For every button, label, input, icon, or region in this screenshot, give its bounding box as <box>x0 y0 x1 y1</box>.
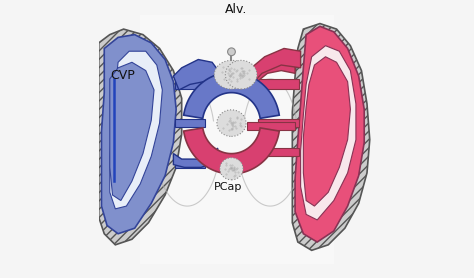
Polygon shape <box>295 26 364 242</box>
Polygon shape <box>183 72 279 118</box>
Polygon shape <box>251 57 295 85</box>
Polygon shape <box>257 148 299 156</box>
Text: CVP: CVP <box>110 69 135 82</box>
Polygon shape <box>175 160 205 168</box>
Polygon shape <box>175 119 205 127</box>
Text: PCap: PCap <box>213 182 242 192</box>
Polygon shape <box>110 51 162 209</box>
Polygon shape <box>292 24 370 250</box>
Polygon shape <box>257 80 299 90</box>
Polygon shape <box>173 59 220 90</box>
Circle shape <box>228 48 235 56</box>
Polygon shape <box>257 119 299 127</box>
Polygon shape <box>246 48 301 90</box>
Ellipse shape <box>214 60 249 89</box>
Ellipse shape <box>225 60 257 89</box>
Ellipse shape <box>217 110 246 136</box>
Polygon shape <box>101 35 176 234</box>
Polygon shape <box>140 15 334 264</box>
Ellipse shape <box>220 158 243 180</box>
Polygon shape <box>175 80 205 89</box>
Polygon shape <box>99 29 182 245</box>
Polygon shape <box>110 62 154 200</box>
Polygon shape <box>303 57 350 206</box>
Text: Alv.: Alv. <box>225 3 247 16</box>
Polygon shape <box>246 122 295 130</box>
Polygon shape <box>183 128 279 174</box>
Polygon shape <box>173 148 218 167</box>
Polygon shape <box>301 46 356 220</box>
